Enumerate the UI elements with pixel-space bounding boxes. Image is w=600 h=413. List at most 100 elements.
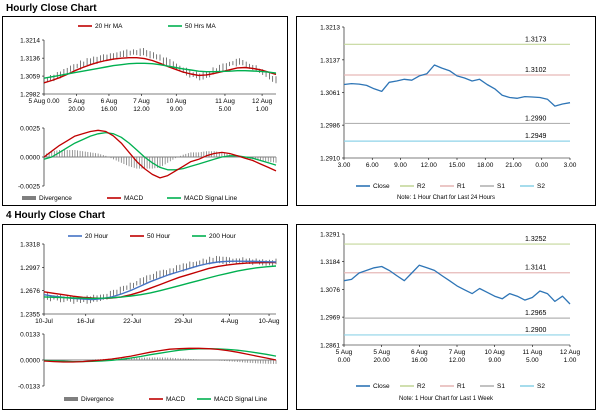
four-hourly-xtick-label: 10-Jul (35, 318, 53, 325)
four-hourly-macd-ytick-label: -0.0133 (18, 384, 40, 391)
four-hourly-xtick-label: 10-Aug (259, 318, 280, 325)
four-hourly-close-xtick-sublabel: 16.00 (411, 357, 428, 364)
four-hourly-close-xtick-sublabel: 12.00 (449, 357, 466, 364)
four-hourly-close-ytick-label: 1.3076 (320, 287, 340, 294)
four-hourly-close-ytick-label: 1.2969 (320, 315, 340, 322)
hourly-close-legend-s2-label: S2 (537, 183, 545, 190)
hourly-xtick-sublabel: 20.00 (68, 106, 85, 113)
four-hourly-close-xtick-label: 10 Aug (485, 349, 506, 356)
hourly-xtick-label: 11 Aug (215, 98, 235, 105)
four-hourly-close-xtick-sublabel: 0.00 (338, 357, 351, 364)
hourly-close-ytick-label: 1.2910 (320, 156, 340, 163)
hourly-close-ytick-label: 1.3061 (320, 90, 340, 97)
four-hourly-close-legend-s1-label: S1 (497, 383, 505, 390)
hourly-xtick-label: 6 Aug (101, 98, 118, 105)
four-hourly-close-level-label-r1: 1.3141 (525, 265, 547, 272)
hourly-close-xtick-label: 18.00 (477, 162, 494, 169)
hourly-close-level-label-s1: 1.2990 (525, 115, 547, 122)
hourly-macd-legend-1-label: MACD (124, 195, 143, 202)
hourly-close-ytick-label: 1.2986 (320, 123, 340, 130)
hourly-close-ytick-label: 1.3137 (320, 57, 340, 64)
hourly-xtick-sublabel: 12.00 (133, 106, 150, 113)
hourly-macd-ytick-label: 0.0000 (20, 155, 40, 162)
four-hourly-close-xtick-label: 5 Aug (336, 349, 353, 356)
hourly-close-level-label-r1: 1.3102 (525, 67, 547, 74)
four-hourly-close-legend-r1-label: R1 (457, 383, 466, 390)
hourly-xtick-sublabel: 9.00 (170, 106, 183, 113)
four-hourly-price-legend-2-label: 200 Hour (209, 233, 237, 240)
four-hourly-close-xtick-label: 11 Aug (522, 349, 542, 356)
hourly-close-xtick-label: 3.00 (338, 162, 351, 169)
hourly-macd-ytick-label: -0.0025 (18, 184, 40, 191)
four-hourly-close-ytick-label: 1.2861 (320, 343, 340, 350)
four-hourly-close-level-label-r2: 1.3252 (525, 236, 547, 243)
four-hourly-close-xtick-label: 7 Aug (449, 349, 466, 356)
four-hourly-close-legend-r2-label: R2 (417, 383, 426, 390)
four-hourly-price-legend-0-label: 20 Hour (85, 233, 109, 240)
hourly-price-ytick-label: 1.3136 (20, 56, 40, 63)
four-hourly-close-ytick-label: 1.3184 (320, 259, 340, 266)
hourly-close-xtick-label: 0.00 (535, 162, 548, 169)
hourly-close-legend-close-label: Close (373, 183, 390, 190)
hourly-xtick-label: 5 Aug (68, 98, 85, 105)
hourly-close-xtick-label: 21.00 (505, 162, 522, 169)
hourly-ma-line-0 (43, 57, 277, 84)
four-hourly-close-xtick-label: 6 Aug (411, 349, 428, 356)
four-hourly-macd-legend-2-label: MACD Signal Line (214, 396, 267, 403)
four-hourly-close-legend-close-label: Close (373, 383, 390, 390)
four-hourly-section-title: 4 Hourly Close Chart (6, 210, 105, 221)
hourly-xtick-label: 12 Aug (252, 98, 273, 105)
four-hourly-price-ytick-label: 1.3318 (20, 242, 40, 249)
four-hourly-price-legend-1-label: 50 Hour (147, 233, 171, 240)
hourly-close-legend-r2-label: R2 (417, 183, 426, 190)
hourly-close-xtick-label: 3.00 (564, 162, 577, 169)
hourly-close-xtick-label: 6.00 (366, 162, 379, 169)
hourly-ma-line-1 (43, 62, 277, 79)
four-hourly-close-xtick-label: 5 Aug (373, 349, 390, 356)
hourly-macd-legend-0-swatch (22, 196, 36, 200)
hourly-close-panel (296, 16, 596, 206)
four-hourly-price-ytick-label: 1.2997 (20, 265, 40, 272)
four-hourly-close-xtick-sublabel: 20.00 (374, 357, 391, 364)
four-hourly-macd-legend-1-label: MACD (166, 396, 185, 403)
hourly-close-xtick-label: 15.00 (449, 162, 466, 169)
hourly-close-close-line (343, 64, 571, 107)
four-hourly-price-ytick-label: 1.2355 (20, 312, 40, 319)
hourly-close-level-label-r2: 1.3173 (525, 36, 547, 43)
four-hourly-close-legend-s2-label: S2 (537, 383, 545, 390)
hourly-macd-ytick-label: 0.0025 (20, 126, 40, 133)
hourly-price-ytick-label: 1.3059 (20, 74, 40, 81)
four-hourly-macd-legend-0-label: Divergence (81, 396, 114, 403)
hourly-close-note: Note: 1 Hour Chart for Last 24 Hours (397, 195, 495, 201)
four-hourly-close-ytick-label: 1.3291 (320, 232, 340, 239)
four-hourly-macd-ytick-label: 0.0000 (20, 358, 40, 365)
hourly-xtick-label: 7 Aug (133, 98, 150, 105)
four-hourly-close-xtick-sublabel: 5.00 (526, 357, 539, 364)
hourly-close-xtick-label: 12.00 (421, 162, 438, 169)
four-hourly-macd-legend-0-swatch (64, 397, 78, 401)
four-hourly-macd-line (43, 347, 277, 363)
hourly-section-title: Hourly Close Chart (6, 3, 97, 14)
hourly-close-legend-r1-label: R1 (457, 183, 466, 190)
hourly-close-level-label-s2: 1.2949 (525, 133, 547, 140)
four-hourly-xtick-label: 16-Jul (77, 318, 95, 325)
hourly-price-ytick-label: 1.3214 (20, 38, 40, 45)
hourly-macd-line (43, 129, 277, 179)
hourly-close-ytick-label: 1.3213 (320, 25, 340, 32)
hourly-technical-panel (2, 16, 288, 206)
four-hourly-close-xtick-label: 12 Aug (560, 349, 581, 356)
four-hourly-ma-line-1 (43, 260, 277, 301)
hourly-macd-legend-2-label: MACD Signal Line (184, 195, 237, 202)
four-hourly-close-panel (296, 224, 596, 410)
hourly-close-xtick-label: 9.00 (394, 162, 407, 169)
four-hourly-macd-ytick-label: 0.0133 (20, 332, 40, 339)
hourly-close-legend-s1-label: S1 (497, 183, 505, 190)
hourly-xtick-sublabel: 16.00 (101, 106, 118, 113)
four-hourly-price-ytick-label: 1.2676 (20, 288, 40, 295)
four-hourly-xtick-label: 29-Jul (174, 318, 192, 325)
hourly-xtick-sublabel: 1.00 (256, 106, 269, 113)
four-hourly-close-close-line (343, 264, 571, 305)
four-hourly-technical-panel (2, 224, 288, 410)
hourly-price-ytick-label: 1.2982 (20, 92, 40, 99)
